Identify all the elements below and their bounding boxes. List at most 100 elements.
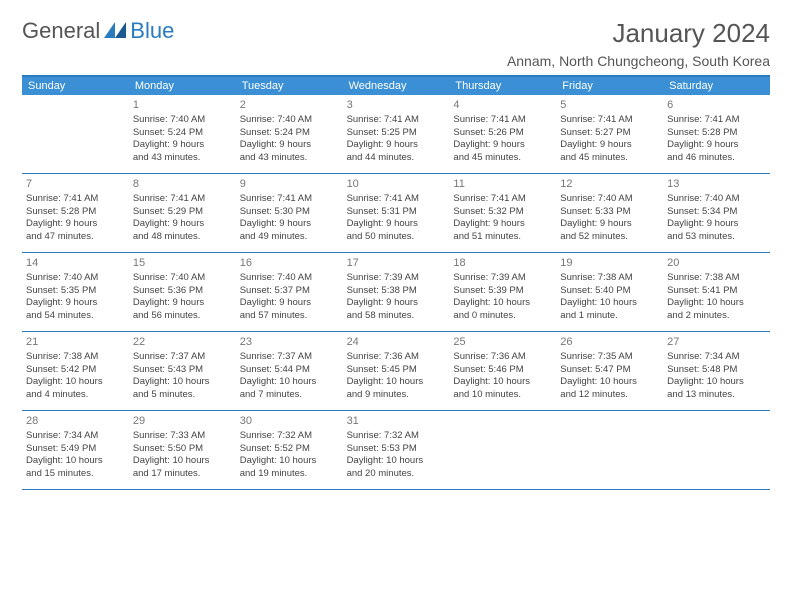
daylight-line: Daylight: 9 hoursand 43 minutes. — [240, 139, 339, 165]
day-cell: 7Sunrise: 7:41 AMSunset: 5:28 PMDaylight… — [22, 174, 129, 252]
sunrise-line: Sunrise: 7:34 AM — [667, 351, 766, 364]
weekday-header: Thursday — [449, 77, 556, 95]
calendar: SundayMondayTuesdayWednesdayThursdayFrid… — [22, 75, 770, 490]
day-cell: 19Sunrise: 7:38 AMSunset: 5:40 PMDayligh… — [556, 253, 663, 331]
day-number: 4 — [453, 98, 552, 113]
sunrise-line: Sunrise: 7:40 AM — [133, 114, 232, 127]
sunset-line: Sunset: 5:26 PM — [453, 127, 552, 140]
daylight-line: Daylight: 9 hoursand 43 minutes. — [133, 139, 232, 165]
day-number: 11 — [453, 177, 552, 192]
day-number: 29 — [133, 414, 232, 429]
sunset-line: Sunset: 5:50 PM — [133, 443, 232, 456]
title-block: January 2024 Annam, North Chungcheong, S… — [507, 18, 770, 69]
sunrise-line: Sunrise: 7:38 AM — [26, 351, 125, 364]
day-cell: 8Sunrise: 7:41 AMSunset: 5:29 PMDaylight… — [129, 174, 236, 252]
daylight-line: Daylight: 10 hoursand 9 minutes. — [347, 376, 446, 402]
day-cell: 9Sunrise: 7:41 AMSunset: 5:30 PMDaylight… — [236, 174, 343, 252]
day-number: 20 — [667, 256, 766, 271]
daylight-line: Daylight: 9 hoursand 49 minutes. — [240, 218, 339, 244]
sunrise-line: Sunrise: 7:39 AM — [453, 272, 552, 285]
day-number: 12 — [560, 177, 659, 192]
day-cell: 4Sunrise: 7:41 AMSunset: 5:26 PMDaylight… — [449, 95, 556, 173]
sunrise-line: Sunrise: 7:32 AM — [347, 430, 446, 443]
sunset-line: Sunset: 5:36 PM — [133, 285, 232, 298]
day-number: 15 — [133, 256, 232, 271]
day-number: 1 — [133, 98, 232, 113]
week-row: 14Sunrise: 7:40 AMSunset: 5:35 PMDayligh… — [22, 253, 770, 332]
day-cell: 27Sunrise: 7:34 AMSunset: 5:48 PMDayligh… — [663, 332, 770, 410]
day-cell: 23Sunrise: 7:37 AMSunset: 5:44 PMDayligh… — [236, 332, 343, 410]
sunrise-line: Sunrise: 7:34 AM — [26, 430, 125, 443]
sunset-line: Sunset: 5:29 PM — [133, 206, 232, 219]
sunset-line: Sunset: 5:31 PM — [347, 206, 446, 219]
day-cell: 11Sunrise: 7:41 AMSunset: 5:32 PMDayligh… — [449, 174, 556, 252]
day-number: 24 — [347, 335, 446, 350]
logo-text-a: General — [22, 18, 100, 44]
daylight-line: Daylight: 9 hoursand 54 minutes. — [26, 297, 125, 323]
daylight-line: Daylight: 10 hoursand 20 minutes. — [347, 455, 446, 481]
day-number: 9 — [240, 177, 339, 192]
sunrise-line: Sunrise: 7:41 AM — [453, 114, 552, 127]
sunset-line: Sunset: 5:39 PM — [453, 285, 552, 298]
sunrise-line: Sunrise: 7:40 AM — [560, 193, 659, 206]
sunrise-line: Sunrise: 7:37 AM — [133, 351, 232, 364]
day-number: 7 — [26, 177, 125, 192]
sunset-line: Sunset: 5:33 PM — [560, 206, 659, 219]
day-number: 21 — [26, 335, 125, 350]
weeks-container: 1Sunrise: 7:40 AMSunset: 5:24 PMDaylight… — [22, 95, 770, 490]
sunrise-line: Sunrise: 7:38 AM — [560, 272, 659, 285]
sunset-line: Sunset: 5:28 PM — [667, 127, 766, 140]
sunrise-line: Sunrise: 7:40 AM — [667, 193, 766, 206]
header: General Blue January 2024 Annam, North C… — [22, 18, 770, 69]
sunset-line: Sunset: 5:37 PM — [240, 285, 339, 298]
daylight-line: Daylight: 9 hoursand 46 minutes. — [667, 139, 766, 165]
weekday-header: Monday — [129, 77, 236, 95]
day-cell: 15Sunrise: 7:40 AMSunset: 5:36 PMDayligh… — [129, 253, 236, 331]
logo-flag-icon — [104, 18, 126, 44]
daylight-line: Daylight: 10 hoursand 1 minute. — [560, 297, 659, 323]
weekday-header: Sunday — [22, 77, 129, 95]
daylight-line: Daylight: 10 hoursand 2 minutes. — [667, 297, 766, 323]
daylight-line: Daylight: 10 hoursand 7 minutes. — [240, 376, 339, 402]
daylight-line: Daylight: 10 hoursand 5 minutes. — [133, 376, 232, 402]
day-cell — [556, 411, 663, 489]
day-number: 28 — [26, 414, 125, 429]
sunset-line: Sunset: 5:32 PM — [453, 206, 552, 219]
weekday-header: Saturday — [663, 77, 770, 95]
day-cell: 28Sunrise: 7:34 AMSunset: 5:49 PMDayligh… — [22, 411, 129, 489]
sunset-line: Sunset: 5:40 PM — [560, 285, 659, 298]
sunset-line: Sunset: 5:47 PM — [560, 364, 659, 377]
daylight-line: Daylight: 10 hoursand 12 minutes. — [560, 376, 659, 402]
daylight-line: Daylight: 10 hoursand 10 minutes. — [453, 376, 552, 402]
day-cell: 29Sunrise: 7:33 AMSunset: 5:50 PMDayligh… — [129, 411, 236, 489]
daylight-line: Daylight: 9 hoursand 58 minutes. — [347, 297, 446, 323]
sunset-line: Sunset: 5:52 PM — [240, 443, 339, 456]
sunrise-line: Sunrise: 7:41 AM — [453, 193, 552, 206]
day-cell: 5Sunrise: 7:41 AMSunset: 5:27 PMDaylight… — [556, 95, 663, 173]
sunrise-line: Sunrise: 7:37 AM — [240, 351, 339, 364]
sunset-line: Sunset: 5:46 PM — [453, 364, 552, 377]
day-cell: 2Sunrise: 7:40 AMSunset: 5:24 PMDaylight… — [236, 95, 343, 173]
week-row: 21Sunrise: 7:38 AMSunset: 5:42 PMDayligh… — [22, 332, 770, 411]
sunrise-line: Sunrise: 7:41 AM — [240, 193, 339, 206]
day-cell — [663, 411, 770, 489]
daylight-line: Daylight: 10 hoursand 4 minutes. — [26, 376, 125, 402]
week-row: 28Sunrise: 7:34 AMSunset: 5:49 PMDayligh… — [22, 411, 770, 490]
day-cell: 24Sunrise: 7:36 AMSunset: 5:45 PMDayligh… — [343, 332, 450, 410]
day-number: 10 — [347, 177, 446, 192]
day-cell: 18Sunrise: 7:39 AMSunset: 5:39 PMDayligh… — [449, 253, 556, 331]
sunset-line: Sunset: 5:38 PM — [347, 285, 446, 298]
day-cell: 6Sunrise: 7:41 AMSunset: 5:28 PMDaylight… — [663, 95, 770, 173]
sunset-line: Sunset: 5:25 PM — [347, 127, 446, 140]
day-cell: 20Sunrise: 7:38 AMSunset: 5:41 PMDayligh… — [663, 253, 770, 331]
sunrise-line: Sunrise: 7:35 AM — [560, 351, 659, 364]
day-cell: 31Sunrise: 7:32 AMSunset: 5:53 PMDayligh… — [343, 411, 450, 489]
day-number: 26 — [560, 335, 659, 350]
sunset-line: Sunset: 5:43 PM — [133, 364, 232, 377]
sunrise-line: Sunrise: 7:41 AM — [560, 114, 659, 127]
sunrise-line: Sunrise: 7:41 AM — [347, 114, 446, 127]
sunset-line: Sunset: 5:42 PM — [26, 364, 125, 377]
weekday-header-row: SundayMondayTuesdayWednesdayThursdayFrid… — [22, 77, 770, 95]
logo-text-b: Blue — [130, 18, 174, 44]
daylight-line: Daylight: 9 hoursand 51 minutes. — [453, 218, 552, 244]
